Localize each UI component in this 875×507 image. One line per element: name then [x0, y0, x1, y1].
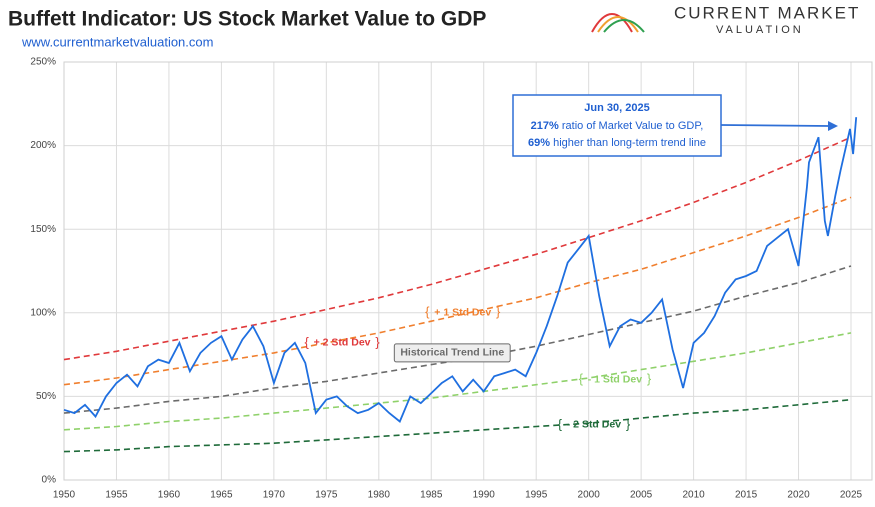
- x-tick-label: 1985: [420, 490, 443, 501]
- series-label-text: Historical Trend Line: [400, 347, 504, 359]
- chart-subtitle: www.currentmarketvaluation.com: [21, 34, 213, 49]
- logo-text: CURRENT MARKET: [674, 3, 860, 22]
- x-tick-label: 1980: [368, 490, 391, 501]
- x-tick-label: 2015: [735, 490, 758, 501]
- series-label-text: + 2 Std Dev: [314, 337, 371, 349]
- plot-border: [63, 61, 873, 481]
- data-line: [63, 117, 858, 423]
- x-tick-label: 1960: [158, 490, 181, 501]
- annotation-arrow: [720, 124, 831, 127]
- label-bracket: }: [647, 371, 652, 386]
- x-tick-label: 1965: [210, 490, 233, 501]
- annotation-bold: 69%: [528, 137, 550, 149]
- annotation-rest: ratio of Market Value to GDP,: [562, 120, 703, 132]
- series-label: - 1 Std Dev {}: [579, 371, 652, 386]
- x-tick-label: 1970: [263, 490, 286, 501]
- x-tick-label: 1950: [53, 490, 76, 501]
- x-tick-label: 2010: [682, 490, 705, 501]
- x-tick-label: 1955: [105, 490, 128, 501]
- series-label-text: - 2 Std Dev: [567, 419, 621, 431]
- annotation-box: [512, 94, 722, 157]
- label-bracket: }: [626, 416, 631, 431]
- series-label: Historical Trend Line: [393, 343, 511, 363]
- trend-line: [63, 332, 852, 431]
- series-label: + 2 Std Dev {}: [304, 334, 380, 349]
- label-bracket: }: [375, 334, 380, 349]
- logo-arc: [603, 19, 645, 33]
- logo-arc: [591, 13, 633, 33]
- series-label-text: + 1 Std Dev: [434, 307, 491, 319]
- label-bracket: {: [558, 416, 563, 431]
- series-label-text: - 1 Std Dev: [588, 373, 642, 385]
- annotation-arrowhead: [828, 121, 838, 131]
- y-tick-label: 150%: [30, 224, 56, 235]
- annotation-text: 69% higher than long-term trend line: [528, 137, 706, 149]
- series-label: - 2 Std Dev {}: [558, 416, 631, 431]
- trend-line: [63, 196, 852, 386]
- label-bracket: }: [496, 304, 501, 319]
- x-tick-label: 1990: [473, 490, 496, 501]
- logo: CURRENT MARKET VALUATION: [591, 3, 860, 36]
- label-box: [393, 343, 511, 363]
- annotation-rest: higher than long-term trend line: [553, 137, 706, 149]
- x-tick-label: 2025: [840, 490, 863, 501]
- trend-line: [63, 398, 852, 453]
- series-label: + 1 Std Dev {}: [425, 304, 501, 319]
- x-tick-label: 2005: [630, 490, 653, 501]
- y-tick-label: 50%: [36, 391, 56, 402]
- x-tick-label: 2020: [787, 490, 810, 501]
- x-tick-label: 2000: [578, 490, 601, 501]
- chart-title: Buffett Indicator: US Stock Market Value…: [8, 8, 486, 31]
- annotation-text: 217% ratio of Market Value to GDP,: [531, 120, 704, 132]
- x-tick-label: 1975: [315, 490, 338, 501]
- annotation-date: Jun 30, 2025: [584, 102, 649, 114]
- trend-line: [63, 136, 852, 361]
- y-tick-label: 250%: [30, 57, 56, 68]
- x-tick-label: 1995: [525, 490, 548, 501]
- annotation-bold: 217%: [531, 120, 559, 132]
- trend-line: [63, 265, 852, 414]
- logo-arc: [597, 16, 639, 33]
- logo-text: VALUATION: [716, 24, 804, 36]
- y-tick-label: 100%: [30, 307, 56, 318]
- label-bracket: {: [304, 334, 309, 349]
- y-tick-label: 0%: [42, 475, 57, 486]
- y-tick-label: 200%: [30, 140, 56, 151]
- label-bracket: {: [579, 371, 584, 386]
- label-bracket: {: [425, 304, 430, 319]
